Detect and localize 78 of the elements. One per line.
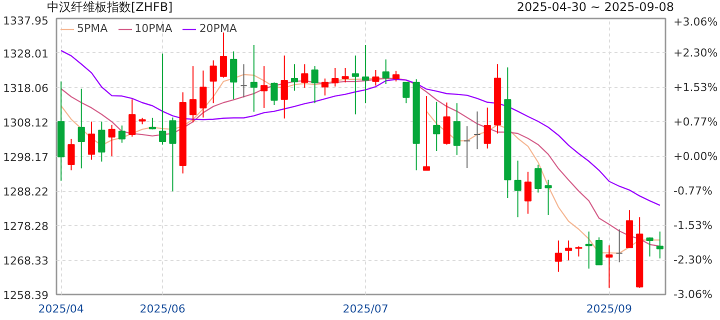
line-series — [60, 50, 661, 206]
candlestick — [200, 70, 207, 118]
candlestick — [159, 53, 166, 146]
candlestick — [68, 138, 75, 171]
y-tick-label: 1268.33 — [3, 254, 49, 268]
y2-tick-label: +0.77% — [674, 115, 718, 128]
candlestick — [220, 32, 228, 78]
y2-tick-label: +1.53% — [674, 81, 718, 94]
y-tick-label: 1337.95 — [3, 14, 49, 28]
candlestick — [88, 121, 96, 160]
y-tick-label: 1298.17 — [3, 151, 49, 164]
candlestick — [585, 231, 592, 270]
candlestick — [392, 70, 400, 82]
chart-subtitle: 2025-04-30 ~ 2025-09-08 — [516, 0, 674, 15]
candlestick — [311, 66, 318, 104]
candlestick — [78, 88, 85, 169]
candlestick — [290, 64, 298, 92]
y-tick-label: 1318.06 — [3, 82, 49, 95]
candlestick — [575, 246, 582, 257]
candlestick — [544, 179, 552, 216]
candlestick — [98, 121, 106, 162]
candlestick — [474, 110, 481, 150]
candlestick — [402, 82, 410, 104]
candlestick — [148, 117, 156, 130]
y2-tick-label: +0.00% — [674, 150, 718, 163]
candlestick — [616, 228, 623, 263]
candlestick — [453, 102, 460, 156]
y2-tick-label: -0.77% — [674, 184, 712, 198]
y-tick-label: 1258.39 — [3, 289, 49, 302]
candlestick — [464, 126, 471, 168]
candlestick — [342, 68, 349, 83]
candlestick — [382, 58, 390, 84]
candlestick — [646, 236, 654, 257]
candlestick — [250, 44, 258, 112]
candlestick — [189, 66, 197, 123]
candlestick — [280, 55, 288, 119]
candlestick — [210, 60, 217, 104]
candlestick — [484, 107, 491, 150]
y-tick-label: 1278.28 — [3, 220, 49, 233]
x-tick-label: 2025/06 — [140, 302, 186, 316]
candlestick — [606, 244, 613, 288]
candlestick — [534, 164, 542, 194]
y-tick-label: 1328.01 — [3, 47, 49, 60]
x-tick-label: 2025/09 — [586, 302, 632, 316]
candlestick — [352, 55, 359, 115]
candlestick — [332, 68, 339, 88]
candlestick — [554, 240, 562, 272]
candlestick — [128, 98, 136, 138]
x-tick-label: 2025/04 — [38, 302, 84, 316]
chart-title: 中汉纤维板指数[ZHFB] — [47, 0, 173, 15]
candlestick — [240, 64, 248, 98]
y2-tick-label: +2.30% — [674, 46, 718, 60]
candlestick — [514, 160, 522, 218]
legend-label: 5PMA — [77, 22, 108, 35]
y2-tick-label: -1.53% — [674, 219, 712, 232]
candlestick — [270, 82, 278, 106]
candlestick — [565, 240, 572, 261]
candlestick — [372, 69, 380, 86]
candlestick — [422, 96, 430, 171]
legend-label: 20PMA — [199, 22, 237, 35]
candlestick — [118, 125, 126, 144]
candlestick — [362, 44, 370, 104]
candlestick — [230, 50, 238, 100]
candlestick — [656, 231, 664, 259]
candlestick — [169, 117, 176, 192]
y2-tick-label: -2.30% — [674, 254, 712, 267]
x-tick-label: 2025/07 — [342, 302, 388, 316]
legend-label: 10PMA — [134, 22, 172, 35]
y-tick-label: 1288.22 — [3, 186, 49, 199]
candlestick — [524, 171, 532, 214]
candlestick — [433, 101, 440, 152]
y2-tick-label: +3.06% — [674, 16, 718, 28]
candlestick — [301, 64, 308, 88]
candlestick — [260, 66, 268, 108]
y-tick-label: 1308.12 — [3, 116, 49, 130]
candlestick — [321, 78, 329, 96]
candlestick — [108, 124, 116, 157]
y2-tick-label: -3.06% — [674, 288, 712, 301]
